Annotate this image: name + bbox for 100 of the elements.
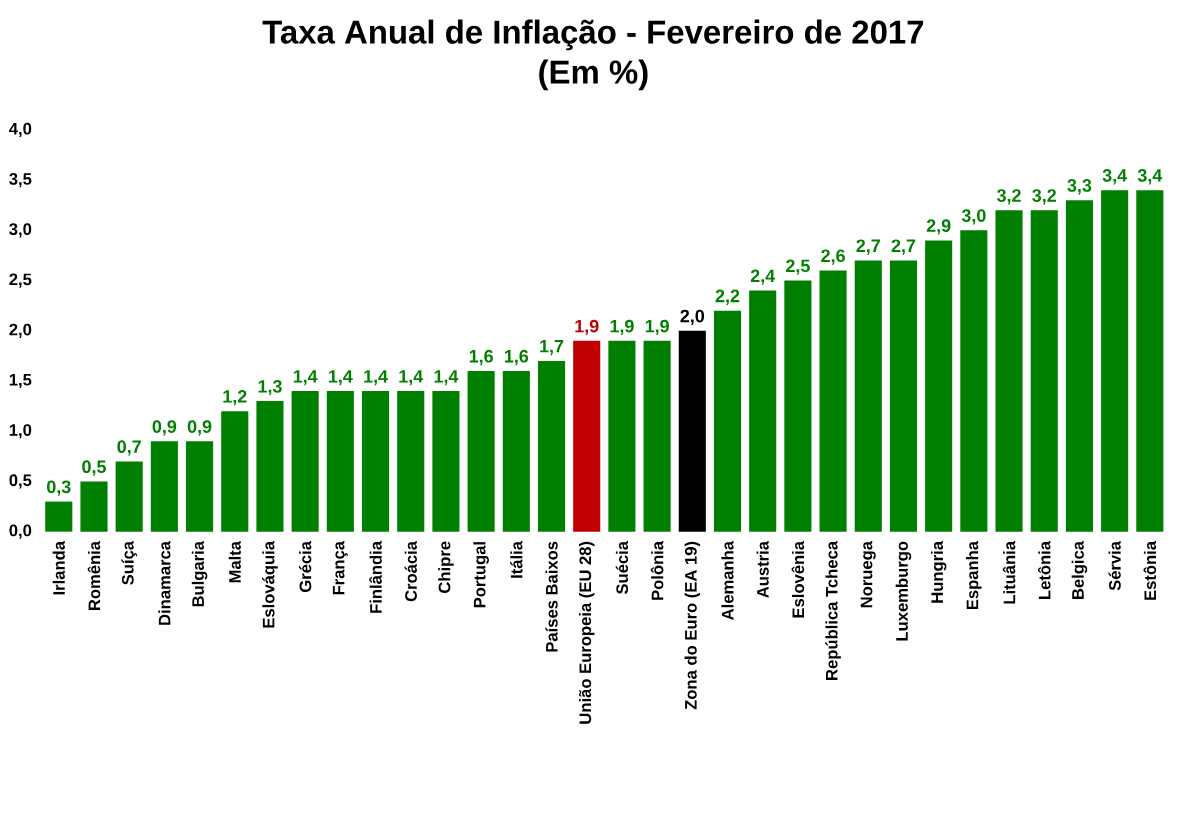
bar — [115, 461, 143, 532]
data-label: 2,7 — [856, 239, 880, 255]
data-label: 1,6 — [504, 349, 529, 365]
x-tick-label: Austria — [756, 540, 769, 598]
bar — [925, 240, 953, 532]
x-tick-label: União Europeia (EU 28) — [578, 541, 595, 724]
x-tick-label: Espanha — [966, 540, 982, 609]
x-tick-label: Países Baixos — [545, 541, 558, 652]
data-label: 2,4 — [750, 269, 776, 285]
x-tick-label: Romênia — [87, 540, 101, 610]
data-label: 0,7 — [117, 440, 141, 456]
x-tick-label: Luxemburgo — [895, 541, 912, 641]
data-label: 1,4 — [329, 369, 353, 386]
x-tick-label: Alemanha — [721, 540, 734, 620]
bar — [432, 390, 460, 532]
x-tick-label: Grécia — [298, 540, 312, 592]
bar — [397, 390, 425, 532]
x-tick-label: Suíça — [121, 540, 137, 585]
data-label: 1,9 — [575, 319, 599, 335]
y-tick-label: 1,0 — [9, 423, 32, 439]
data-label: 0,5 — [82, 460, 106, 476]
data-label: 1,3 — [258, 379, 282, 396]
bar — [960, 230, 988, 532]
bar — [150, 441, 178, 532]
bar — [1030, 210, 1058, 532]
data-label: 0,9 — [152, 419, 177, 436]
data-label: 1,9 — [610, 319, 634, 335]
bar — [502, 370, 530, 532]
x-tick-label: Estônia — [1143, 540, 1157, 600]
data-label: 2,6 — [821, 249, 845, 265]
data-label: 1,4 — [434, 369, 459, 386]
data-label: 3,2 — [997, 188, 1021, 205]
data-label: 1,6 — [469, 349, 493, 365]
y-tick-label: 1,5 — [9, 373, 32, 388]
bar — [1101, 189, 1129, 532]
bar — [221, 410, 249, 532]
data-label: 2,5 — [786, 259, 810, 275]
bar — [749, 290, 777, 532]
x-tick-label: Dinamarca — [158, 540, 171, 625]
bar — [784, 280, 812, 532]
data-label: 3,3 — [1067, 178, 1092, 195]
bar — [80, 481, 108, 532]
data-label: 0,9 — [187, 419, 212, 436]
data-label: 2,2 — [715, 289, 740, 305]
y-tick-label: 2,0 — [9, 323, 32, 338]
bar — [643, 340, 671, 532]
data-label: 3,0 — [961, 209, 986, 225]
x-tick-label: Polônia — [650, 540, 664, 600]
x-tick-label: Eslováquia — [262, 540, 278, 628]
bar — [537, 360, 566, 532]
data-label: 3,4 — [1137, 168, 1163, 185]
bar — [995, 210, 1023, 532]
bar — [678, 330, 706, 532]
x-tick-label: Letônia — [1037, 540, 1051, 599]
y-tick-label: 3,5 — [9, 172, 32, 187]
x-tick-label: Malta — [228, 540, 241, 583]
chart-subtitle: (Em %) — [539, 59, 648, 91]
data-label: 1,9 — [645, 319, 669, 335]
y-tick-label: 4,0 — [9, 122, 32, 137]
bar — [573, 340, 601, 532]
bar — [361, 390, 390, 532]
bar — [1065, 200, 1093, 532]
x-tick-label: Suécia — [615, 540, 629, 594]
x-tick-label: Chipre — [438, 541, 454, 593]
data-label: 2,0 — [680, 309, 705, 325]
y-tick-label: 0,0 — [9, 524, 32, 539]
data-label: 3,2 — [1032, 188, 1056, 205]
x-tick-label: Bulgaria — [191, 540, 208, 607]
chart-title: Taxa Anual de Inflação - Fevereiro de 2017 — [262, 19, 924, 51]
x-tick-label: República Tcheca — [825, 540, 841, 680]
y-tick-label: 3,0 — [9, 223, 32, 238]
bar — [608, 340, 636, 532]
x-tick-label: Belgica — [1071, 540, 1088, 599]
x-tick-label: Irlanda — [52, 540, 65, 595]
data-label: 1,7 — [540, 339, 564, 355]
data-label: 2,9 — [926, 219, 951, 235]
data-label: 0,3 — [47, 480, 71, 496]
bar — [186, 441, 214, 532]
y-tick-label: 2,5 — [9, 273, 32, 288]
bar — [713, 310, 742, 532]
bar — [326, 390, 354, 532]
data-label: 3,4 — [1102, 168, 1127, 185]
bar — [889, 260, 918, 532]
data-label: 1,4 — [364, 369, 388, 386]
x-tick-label: Hungria — [930, 540, 947, 603]
bar — [256, 400, 284, 532]
x-tick-label: Croácia — [404, 540, 417, 602]
data-label: 1,4 — [399, 369, 424, 386]
bar — [45, 501, 73, 532]
bar — [819, 270, 847, 532]
x-tick-label: Eslovênia — [791, 540, 805, 618]
bar — [467, 370, 495, 532]
x-tick-label: Noruega — [860, 540, 876, 608]
x-tick-label: Finlândia — [369, 540, 382, 613]
data-label: 1,4 — [293, 369, 318, 386]
x-tick-label: Itália — [510, 540, 523, 578]
x-tick-label: Portugal — [473, 541, 489, 608]
bar — [291, 390, 319, 532]
bar — [1136, 189, 1164, 532]
x-tick-label: Lituânia — [1002, 540, 1016, 604]
